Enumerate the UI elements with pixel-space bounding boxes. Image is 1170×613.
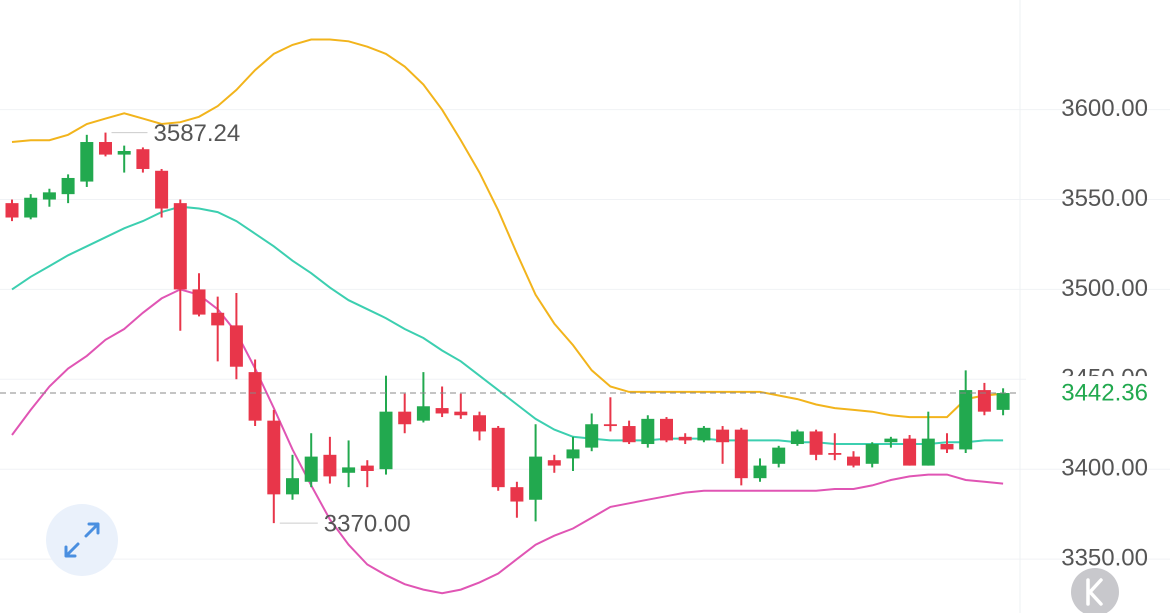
k-icon[interactable]	[1086, 578, 1103, 606]
candle-body	[734, 429, 748, 479]
candle-body	[622, 426, 636, 443]
candle-body	[304, 456, 318, 482]
candle-body	[790, 431, 804, 445]
candle-body	[959, 390, 973, 450]
candle-body	[678, 436, 692, 441]
candle-body	[697, 427, 711, 441]
expand-icon[interactable]	[64, 522, 100, 558]
candle-body	[136, 149, 150, 169]
candle-body	[211, 312, 225, 326]
candle-body	[342, 467, 356, 473]
candle-body	[80, 142, 94, 182]
candle-body	[416, 406, 430, 421]
candle-body	[660, 418, 673, 441]
band-line	[11, 205, 1004, 445]
candle-body	[603, 424, 617, 427]
candle-body	[435, 408, 449, 414]
candle-body	[360, 465, 374, 471]
band-line	[11, 288, 1004, 595]
y-tick-label: 3350.00	[1061, 544, 1148, 571]
min-label: 3370.00	[324, 510, 411, 537]
candle-body	[454, 411, 468, 416]
candle-body	[865, 444, 879, 464]
last-price-label: 3442.36	[1061, 379, 1148, 406]
y-tick-label: 3600.00	[1061, 95, 1148, 122]
candle-body	[940, 444, 954, 450]
labels: 3350.003400.003450.003500.003550.003600.…	[0, 95, 1170, 571]
candle-body	[379, 411, 393, 470]
max-label: 3587.24	[154, 120, 241, 147]
k-button[interactable]	[1071, 568, 1119, 613]
candle-body	[286, 478, 299, 495]
candle-body	[828, 453, 842, 455]
candle-body	[155, 170, 169, 209]
candle-body	[99, 142, 112, 155]
expand-button[interactable]	[46, 504, 118, 576]
candle-body	[192, 289, 206, 315]
candle-body	[398, 411, 412, 425]
candle-body	[921, 438, 935, 466]
grid	[0, 109, 1170, 560]
candle-body	[884, 438, 898, 443]
k-button-bg[interactable]	[1071, 568, 1119, 613]
candle-body	[248, 372, 262, 421]
candle-body	[641, 418, 655, 445]
candle-body	[24, 197, 38, 218]
candle-body	[847, 456, 860, 466]
candle-body	[996, 393, 1010, 410]
candle-body	[267, 420, 281, 495]
candle-body	[903, 438, 917, 466]
candle-body	[323, 454, 337, 477]
candle-body	[585, 424, 599, 448]
y-tick-label: 3500.00	[1061, 275, 1148, 302]
candle-body	[42, 192, 56, 200]
y-tick-label: 3400.00	[1061, 455, 1148, 482]
candle-body	[173, 203, 187, 290]
candle-body	[977, 390, 991, 412]
candle-body	[510, 487, 524, 502]
last-price-bg	[1026, 376, 1170, 411]
candle-body	[529, 456, 543, 500]
candle-body	[809, 431, 823, 455]
expand-button-bg[interactable]	[46, 504, 118, 576]
candle-body	[716, 429, 730, 443]
candle-body	[5, 203, 19, 218]
candle-body	[753, 465, 767, 479]
candle-body	[473, 415, 486, 432]
candle-body	[229, 325, 243, 367]
candle-body	[117, 151, 131, 155]
candle-body	[491, 427, 505, 488]
candles	[5, 132, 1010, 524]
candle-body	[566, 449, 580, 459]
y-tick-label: 3550.00	[1061, 185, 1148, 212]
candle-body	[772, 447, 786, 464]
candle-body	[547, 460, 561, 466]
band-line	[11, 38, 1004, 419]
candle-body	[61, 177, 75, 195]
